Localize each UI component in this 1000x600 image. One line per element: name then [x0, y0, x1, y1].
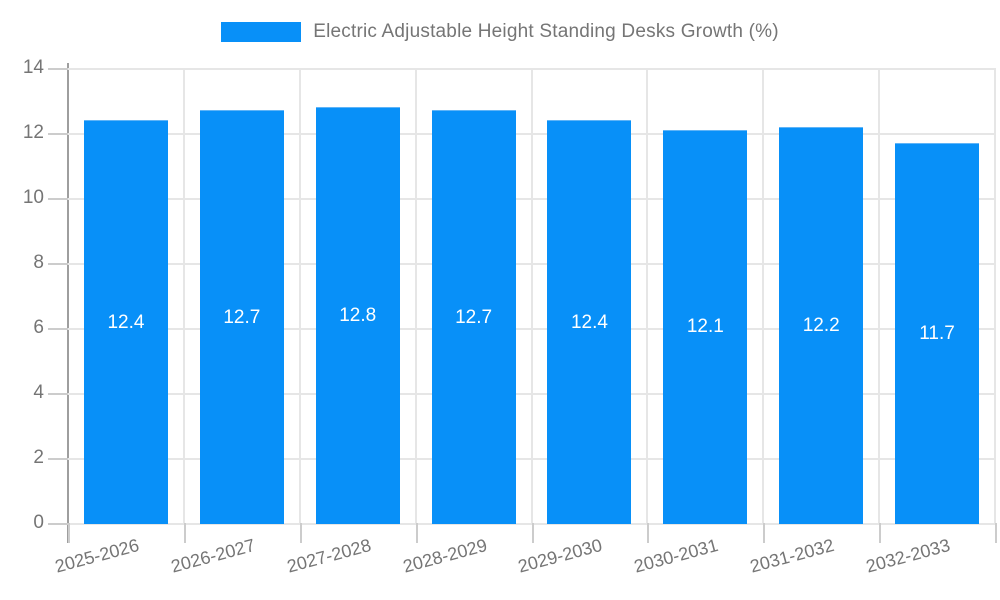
x-tick [647, 523, 650, 543]
bar-value-label: 12.1 [686, 316, 724, 338]
bar-value-label: 11.7 [919, 322, 955, 344]
x-tick [531, 523, 534, 543]
y-tick-label: 4 [33, 382, 44, 403]
x-gridline [298, 68, 301, 523]
bar[interactable]: 12.4 [547, 120, 632, 524]
y-tick [48, 68, 68, 70]
y-tick [48, 523, 68, 525]
bar[interactable]: 12.8 [315, 107, 400, 524]
bar[interactable]: 11.7 [895, 142, 980, 524]
bar-value-label: 12.4 [107, 311, 145, 333]
x-gridline [414, 68, 417, 523]
x-gridline [878, 68, 881, 523]
y-tick-label: 0 [33, 512, 44, 533]
bar[interactable]: 12.7 [431, 110, 516, 524]
x-tick [68, 523, 70, 543]
y-axis-line [67, 63, 69, 543]
y-tick [48, 133, 68, 135]
y-tick-label: 8 [33, 252, 44, 273]
x-gridline [530, 68, 533, 523]
legend-swatch [221, 22, 302, 42]
bar[interactable]: 12.7 [199, 110, 284, 524]
x-tick [995, 523, 997, 543]
y-tick [48, 458, 68, 460]
y-tick-label: 14 [22, 57, 44, 78]
bar[interactable]: 12.2 [779, 126, 864, 524]
y-tick-label: 12 [22, 122, 44, 143]
bar-value-label: 12.7 [455, 306, 493, 328]
x-tick [763, 523, 766, 543]
x-tick [879, 523, 882, 543]
bar[interactable]: 12.4 [83, 120, 168, 524]
bar-value-label: 12.8 [339, 305, 377, 326]
x-gridline [994, 68, 996, 523]
plot-area: 12.4 12.7 12.8 12.7 12.4 12.1 12.2 11.7 [68, 68, 996, 525]
y-tick-label: 6 [33, 317, 44, 338]
x-tick [415, 523, 418, 543]
x-tick [299, 523, 302, 543]
x-gridline [182, 68, 185, 523]
y-tick [48, 393, 68, 395]
y-tick [48, 328, 68, 330]
y-tick [48, 198, 68, 200]
legend: Electric Adjustable Height Standing Desk… [0, 17, 1000, 47]
bar-value-label: 12.7 [223, 306, 261, 328]
bar-value-label: 12.4 [570, 311, 608, 333]
y-tick-label: 2 [33, 447, 44, 468]
x-tick [183, 523, 186, 543]
bar-value-label: 12.2 [802, 314, 840, 336]
y-tick [48, 263, 68, 265]
bar[interactable]: 12.1 [663, 129, 748, 524]
y-tick-label: 10 [22, 187, 44, 208]
legend-label: Electric Adjustable Height Standing Desk… [313, 21, 779, 42]
x-gridline [762, 68, 765, 523]
x-gridline [646, 68, 649, 523]
